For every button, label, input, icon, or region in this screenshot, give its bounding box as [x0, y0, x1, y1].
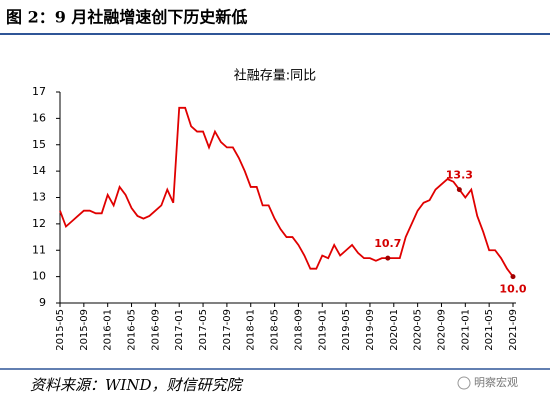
- x-tick-label: 2018-01: [246, 309, 257, 351]
- x-tick-label: 2021-01: [460, 309, 471, 351]
- chart-title: 社融存量:同比: [234, 68, 316, 84]
- x-tick-label: 2019-01: [317, 309, 328, 351]
- watermark: 明察宏观: [474, 375, 518, 389]
- x-tick-label: 2017-09: [222, 309, 233, 351]
- y-tick-label: 17: [32, 85, 46, 98]
- y-tick-label: 11: [32, 243, 46, 256]
- x-tick-label: 2018-05: [270, 309, 281, 351]
- point-marker: [510, 274, 516, 280]
- y-tick-label: 14: [32, 164, 46, 177]
- source: 资料来源：WIND，财信研究院: [30, 376, 243, 394]
- x-tick-label: 2021-05: [484, 309, 495, 351]
- data-label: 10.7: [374, 237, 401, 250]
- y-tick-label: 9: [39, 296, 46, 309]
- x-tick-label: 2021-09: [508, 309, 519, 351]
- figure-title: 图 2：9 月社融增速创下历史新低: [6, 8, 247, 27]
- x-tick-label: 2017-05: [198, 309, 209, 351]
- watermark-icon: [457, 376, 471, 390]
- x-tick-label: 2016-05: [127, 309, 138, 351]
- y-tick-label: 13: [32, 191, 46, 204]
- x-tick-label: 2015-09: [79, 309, 90, 351]
- x-tick-label: 2019-09: [365, 309, 376, 351]
- x-tick-label: 2017-01: [174, 309, 185, 351]
- point-marker: [385, 255, 391, 261]
- x-tick-label: 2015-05: [55, 309, 66, 351]
- x-tick-label: 2018-09: [293, 309, 304, 351]
- x-tick-label: 2016-09: [150, 309, 161, 351]
- data-label: 13.3: [446, 169, 473, 182]
- point-marker: [456, 187, 462, 193]
- y-tick-label: 16: [32, 111, 46, 124]
- x-tick-label: 2016-01: [103, 309, 114, 351]
- line: [59, 106, 514, 278]
- data-label: 10.0: [499, 283, 526, 296]
- x-tick-label: 2019-05: [341, 309, 352, 351]
- x-tick-label: 2020-01: [389, 309, 400, 351]
- x-tick-label: 2020-09: [436, 309, 447, 351]
- x-tick-label: 2020-05: [413, 309, 424, 351]
- y-tick-label: 10: [32, 270, 46, 283]
- y-tick-label: 12: [32, 217, 46, 230]
- y-tick-label: 15: [32, 138, 46, 151]
